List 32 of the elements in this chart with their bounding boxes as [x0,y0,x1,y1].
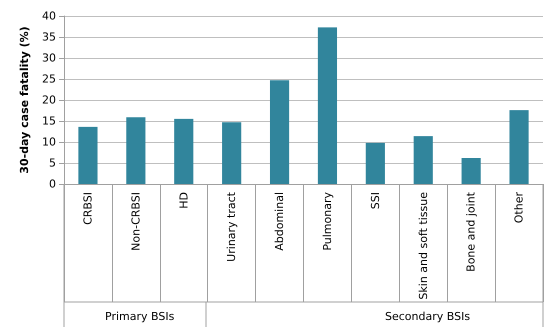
y-tick-label: 10 [42,136,56,148]
bar [366,142,385,184]
bar [270,80,290,184]
y-tick-label: 30 [42,52,56,64]
x-tick-label: SSI [368,192,382,210]
y-tick-label: 15 [42,114,56,128]
text: Secondary BSIs [385,310,470,323]
y-tick-label: 25 [42,72,56,86]
y-tick-label: 20 [42,94,56,106]
bar [222,122,242,184]
y-axis-title: 30-day case fatality (%) [18,26,31,174]
x-tick-label: HD [177,192,190,209]
x-tick-label: Skin and soft tissue [416,192,430,300]
text: Primary BSIs [105,310,175,323]
x-tick-label: Bone and joint [464,191,478,272]
bar [414,136,433,184]
x-tick-label: Abdominal [273,192,286,251]
x-tick-label: Pulmonary [320,192,334,251]
x-tick-label: Non-CRBSI [129,192,142,251]
y-tick-label: 40 [42,10,56,22]
y-tick-label: 0 [49,178,56,190]
bar [126,117,146,184]
bar [78,126,98,184]
y-tick-label: 5 [49,156,56,170]
x-tick-label: Urinary tract [225,191,238,262]
bar [462,158,481,184]
bar [318,27,338,184]
bar [174,118,194,184]
x-tick-label: CRBSI [81,192,94,225]
bar [509,110,529,184]
x-tick-label: Other [512,192,526,224]
y-tick-label: 35 [42,30,56,44]
